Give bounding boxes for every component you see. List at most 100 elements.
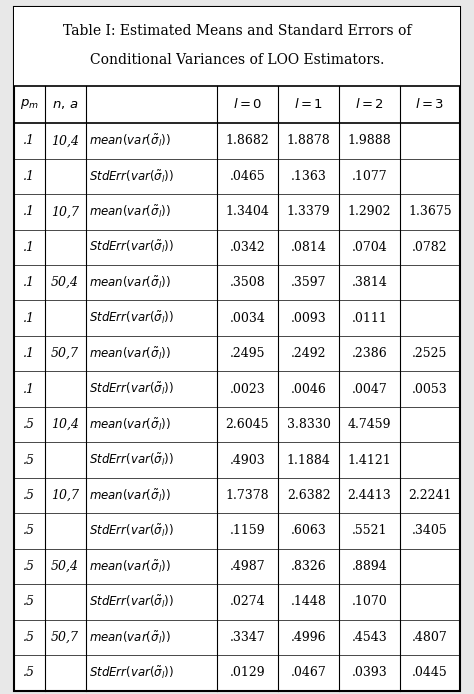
Text: .4987: .4987 bbox=[230, 560, 265, 573]
Text: $StdErr(var(\tilde{\sigma}_l))$: $StdErr(var(\tilde{\sigma}_l))$ bbox=[89, 381, 174, 398]
Text: $mean(var(\tilde{\sigma}_l))$: $mean(var(\tilde{\sigma}_l))$ bbox=[89, 275, 171, 291]
Text: 1.7378: 1.7378 bbox=[226, 489, 269, 502]
Text: .5: .5 bbox=[23, 595, 36, 609]
Text: .0047: .0047 bbox=[352, 382, 387, 396]
Text: .1070: .1070 bbox=[352, 595, 387, 609]
Text: .5: .5 bbox=[23, 454, 36, 466]
Text: .8894: .8894 bbox=[352, 560, 387, 573]
Text: $mean(var(\tilde{\sigma}_l))$: $mean(var(\tilde{\sigma}_l))$ bbox=[89, 416, 171, 433]
Text: 3.8330: 3.8330 bbox=[287, 418, 330, 431]
Text: 1.9888: 1.9888 bbox=[348, 135, 392, 147]
Text: .0782: .0782 bbox=[412, 241, 448, 254]
Text: 2.2241: 2.2241 bbox=[408, 489, 452, 502]
Text: .0093: .0093 bbox=[291, 312, 327, 325]
Text: Conditional Variances of LOO Estimators.: Conditional Variances of LOO Estimators. bbox=[90, 53, 384, 67]
Text: $l=2$: $l=2$ bbox=[355, 97, 384, 111]
Text: .0465: .0465 bbox=[229, 170, 265, 183]
Text: .4996: .4996 bbox=[291, 631, 326, 644]
Text: 1.3379: 1.3379 bbox=[287, 205, 330, 219]
Text: .0814: .0814 bbox=[291, 241, 327, 254]
Text: $mean(var(\tilde{\sigma}_l))$: $mean(var(\tilde{\sigma}_l))$ bbox=[89, 487, 171, 504]
Text: $StdErr(var(\tilde{\sigma}_l))$: $StdErr(var(\tilde{\sigma}_l))$ bbox=[89, 593, 174, 610]
Text: .1: .1 bbox=[23, 347, 36, 360]
Text: $mean(var(\tilde{\sigma}_l))$: $mean(var(\tilde{\sigma}_l))$ bbox=[89, 133, 171, 149]
Text: $l=0$: $l=0$ bbox=[233, 97, 262, 111]
Text: .1: .1 bbox=[23, 312, 36, 325]
Text: .4807: .4807 bbox=[412, 631, 448, 644]
Text: .3508: .3508 bbox=[229, 276, 265, 289]
Text: 2.4413: 2.4413 bbox=[348, 489, 392, 502]
Text: .0445: .0445 bbox=[412, 666, 448, 679]
Text: .1363: .1363 bbox=[291, 170, 327, 183]
Text: .1159: .1159 bbox=[230, 525, 265, 537]
Text: 50,7: 50,7 bbox=[51, 631, 79, 644]
Text: .5: .5 bbox=[23, 666, 36, 679]
Text: 1.3404: 1.3404 bbox=[226, 205, 269, 219]
Text: .5: .5 bbox=[23, 631, 36, 644]
Text: 1.1884: 1.1884 bbox=[287, 454, 330, 466]
Text: 50,4: 50,4 bbox=[51, 560, 79, 573]
Text: 10,4: 10,4 bbox=[51, 418, 79, 431]
Text: .1: .1 bbox=[23, 382, 36, 396]
Text: 1.4121: 1.4121 bbox=[348, 454, 392, 466]
Text: $mean(var(\tilde{\sigma}_l))$: $mean(var(\tilde{\sigma}_l))$ bbox=[89, 203, 171, 220]
Text: 10,7: 10,7 bbox=[51, 489, 79, 502]
Text: .8326: .8326 bbox=[291, 560, 327, 573]
Text: .0046: .0046 bbox=[291, 382, 327, 396]
Text: 2.6382: 2.6382 bbox=[287, 489, 330, 502]
Text: $mean(var(\tilde{\sigma}_l))$: $mean(var(\tilde{\sigma}_l))$ bbox=[89, 558, 171, 575]
Text: .0704: .0704 bbox=[352, 241, 387, 254]
Text: 1.8878: 1.8878 bbox=[287, 135, 330, 147]
Text: .0274: .0274 bbox=[230, 595, 265, 609]
Text: $p_m$: $p_m$ bbox=[20, 97, 39, 111]
Text: 50,4: 50,4 bbox=[51, 276, 79, 289]
Text: 10,4: 10,4 bbox=[51, 135, 79, 147]
Text: .1: .1 bbox=[23, 135, 36, 147]
Text: .0111: .0111 bbox=[352, 312, 387, 325]
Text: .5: .5 bbox=[23, 560, 36, 573]
Text: 50,7: 50,7 bbox=[51, 347, 79, 360]
Text: .2386: .2386 bbox=[352, 347, 387, 360]
Text: $StdErr(var(\tilde{\sigma}_l))$: $StdErr(var(\tilde{\sigma}_l))$ bbox=[89, 310, 174, 326]
Text: 1.8682: 1.8682 bbox=[226, 135, 269, 147]
Text: .3347: .3347 bbox=[229, 631, 265, 644]
Text: .2525: .2525 bbox=[412, 347, 447, 360]
Text: .5521: .5521 bbox=[352, 525, 387, 537]
Text: $l=3$: $l=3$ bbox=[415, 97, 445, 111]
Text: $mean(var(\tilde{\sigma}_l))$: $mean(var(\tilde{\sigma}_l))$ bbox=[89, 629, 171, 645]
Text: 1.2902: 1.2902 bbox=[348, 205, 392, 219]
Text: $StdErr(var(\tilde{\sigma}_l))$: $StdErr(var(\tilde{\sigma}_l))$ bbox=[89, 452, 174, 468]
Text: 4.7459: 4.7459 bbox=[348, 418, 392, 431]
Text: .3597: .3597 bbox=[291, 276, 326, 289]
Text: $StdErr(var(\tilde{\sigma}_l))$: $StdErr(var(\tilde{\sigma}_l))$ bbox=[89, 523, 174, 539]
Text: Table I: Estimated Means and Standard Errors of: Table I: Estimated Means and Standard Er… bbox=[63, 24, 411, 37]
Text: .5: .5 bbox=[23, 489, 36, 502]
Text: .1: .1 bbox=[23, 276, 36, 289]
Text: .0034: .0034 bbox=[229, 312, 265, 325]
Text: $StdErr(var(\tilde{\sigma}_l))$: $StdErr(var(\tilde{\sigma}_l))$ bbox=[89, 239, 174, 255]
Text: 10,7: 10,7 bbox=[51, 205, 79, 219]
Text: .0342: .0342 bbox=[229, 241, 265, 254]
Text: $mean(var(\tilde{\sigma}_l))$: $mean(var(\tilde{\sigma}_l))$ bbox=[89, 346, 171, 362]
Text: .4903: .4903 bbox=[229, 454, 265, 466]
Text: $l=1$: $l=1$ bbox=[294, 97, 323, 111]
Text: .0467: .0467 bbox=[291, 666, 327, 679]
Text: .0129: .0129 bbox=[230, 666, 265, 679]
Text: .1: .1 bbox=[23, 241, 36, 254]
Text: $StdErr(var(\tilde{\sigma}_l))$: $StdErr(var(\tilde{\sigma}_l))$ bbox=[89, 665, 174, 681]
Text: .6063: .6063 bbox=[291, 525, 327, 537]
Text: .3814: .3814 bbox=[352, 276, 387, 289]
Text: .4543: .4543 bbox=[352, 631, 387, 644]
Text: .5: .5 bbox=[23, 418, 36, 431]
Text: $n,\,a$: $n,\,a$ bbox=[52, 98, 78, 111]
Text: 1.3675: 1.3675 bbox=[408, 205, 452, 219]
Text: $StdErr(var(\tilde{\sigma}_l))$: $StdErr(var(\tilde{\sigma}_l))$ bbox=[89, 168, 174, 185]
Text: .5: .5 bbox=[23, 525, 36, 537]
Text: .1: .1 bbox=[23, 205, 36, 219]
Text: .0393: .0393 bbox=[352, 666, 387, 679]
Text: .0023: .0023 bbox=[229, 382, 265, 396]
Text: .0053: .0053 bbox=[412, 382, 448, 396]
Bar bbox=[14, 7, 460, 85]
Text: .2495: .2495 bbox=[230, 347, 265, 360]
Text: .1448: .1448 bbox=[291, 595, 327, 609]
